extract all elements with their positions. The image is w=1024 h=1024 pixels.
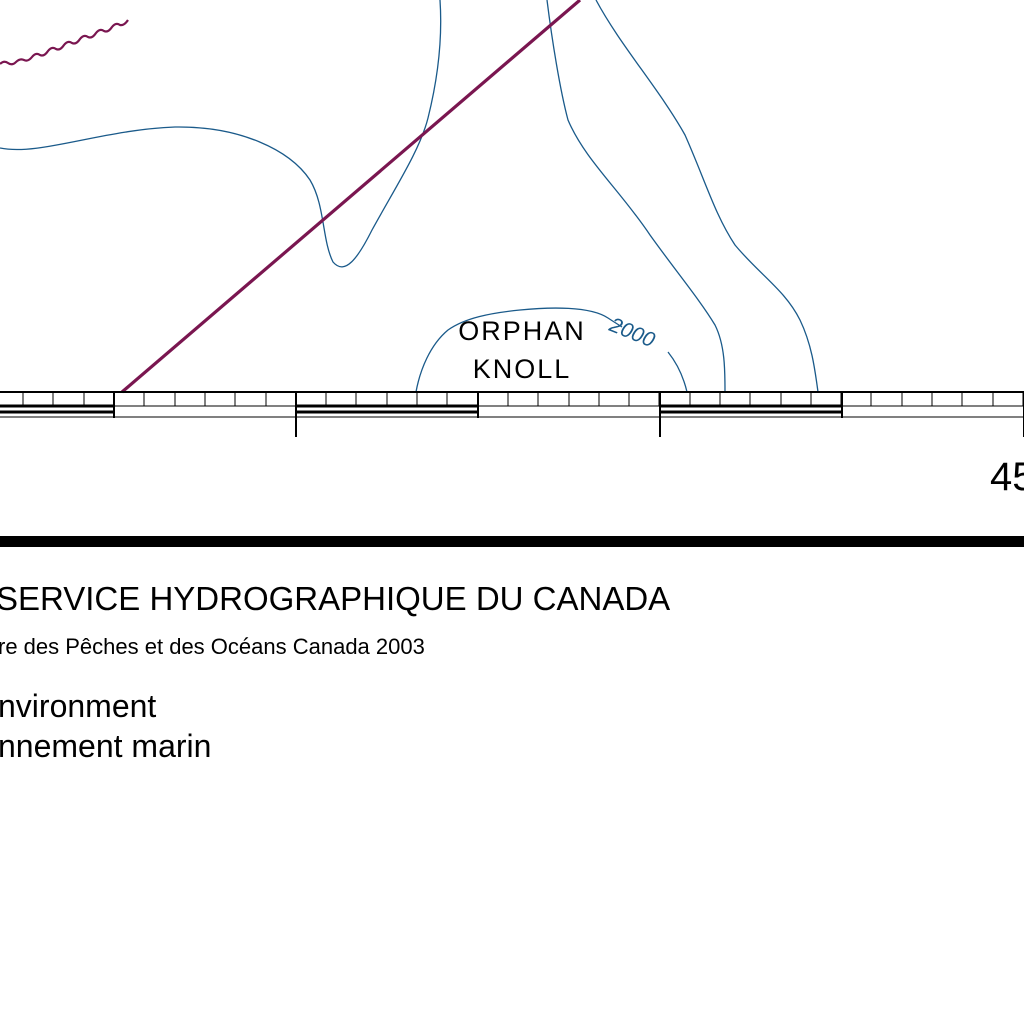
agency-title: SERVICE HYDROGRAPHIQUE DU CANADA (0, 580, 671, 617)
depth-contour-upper-left (0, 0, 442, 268)
chart-subtitle-line1: nvironment (0, 688, 157, 724)
longitude-label: 45 (990, 455, 1024, 499)
border-minor-ticks (22, 392, 1024, 406)
map-area (0, 0, 1024, 392)
border-major-ticks (113, 392, 1024, 437)
depth-contour-right (595, 0, 819, 393)
feature-name-line1: ORPHAN (458, 316, 586, 346)
footer-separator-rule (0, 536, 1024, 547)
boundary-line-wavy (0, 19, 129, 66)
depth-contour-orphan-knoll-east (667, 351, 688, 393)
chart-subtitle-line2: nnement marin (0, 728, 212, 764)
border-bold-bars (0, 404, 842, 414)
boundary-line-diagonal (120, 0, 582, 394)
boundary-lines (0, 0, 582, 394)
ministry-copyright-line: re des Pêches et des Océans Canada 2003 (0, 634, 425, 659)
feature-name-line2: KNOLL (473, 354, 572, 384)
depth-contour-orphan-knoll (415, 307, 623, 393)
depth-contours (0, 0, 819, 393)
chart-border (0, 391, 1024, 437)
depth-contour-central (546, 0, 726, 393)
